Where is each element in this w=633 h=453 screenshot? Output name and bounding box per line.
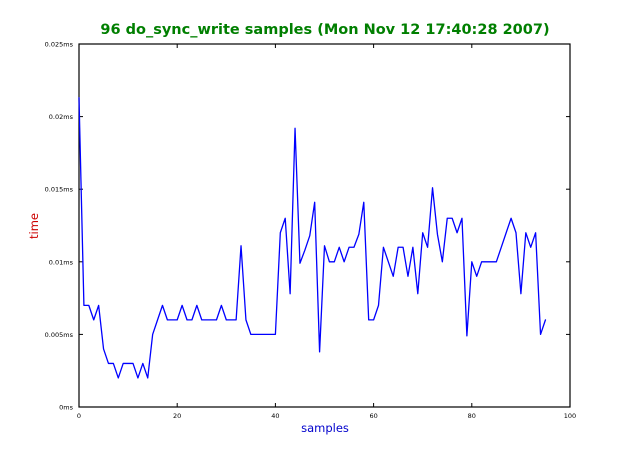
- x-axis-label: samples: [301, 421, 349, 435]
- chart-title: 96 do_sync_write samples (Mon Nov 12 17:…: [100, 22, 549, 38]
- y-tick-label: 0.01ms: [49, 258, 74, 266]
- x-tick-label: 20: [173, 412, 181, 420]
- x-tick-label: 40: [271, 412, 279, 420]
- y-tick-label: 0.025ms: [45, 41, 74, 49]
- plot-area: [78, 43, 571, 408]
- x-tick-label: 80: [468, 412, 476, 420]
- x-tick-label: 60: [369, 412, 377, 420]
- series-line: [78, 97, 547, 379]
- y-axis-label: time: [27, 213, 41, 239]
- y-tick-label: 0ms: [59, 404, 73, 412]
- y-tick-label: 0.015ms: [45, 186, 74, 194]
- x-tick-label: 0: [77, 412, 81, 420]
- y-tick-label: 0.005ms: [45, 331, 74, 339]
- x-axis: 0 20 40 60 80 100: [77, 44, 576, 420]
- y-tick-label: 0.02ms: [49, 113, 74, 121]
- x-tick-label: 100: [564, 412, 576, 420]
